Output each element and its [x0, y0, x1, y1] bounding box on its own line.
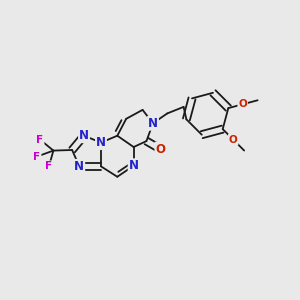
- Text: O: O: [238, 99, 247, 109]
- Text: O: O: [229, 135, 238, 145]
- Text: N: N: [129, 159, 139, 172]
- Text: F: F: [37, 135, 44, 145]
- Text: F: F: [34, 152, 40, 161]
- Text: N: N: [79, 129, 89, 142]
- Text: O: O: [155, 142, 165, 156]
- Text: N: N: [96, 136, 106, 149]
- Text: N: N: [74, 160, 84, 173]
- Text: N: N: [148, 117, 158, 130]
- Text: F: F: [45, 161, 52, 171]
